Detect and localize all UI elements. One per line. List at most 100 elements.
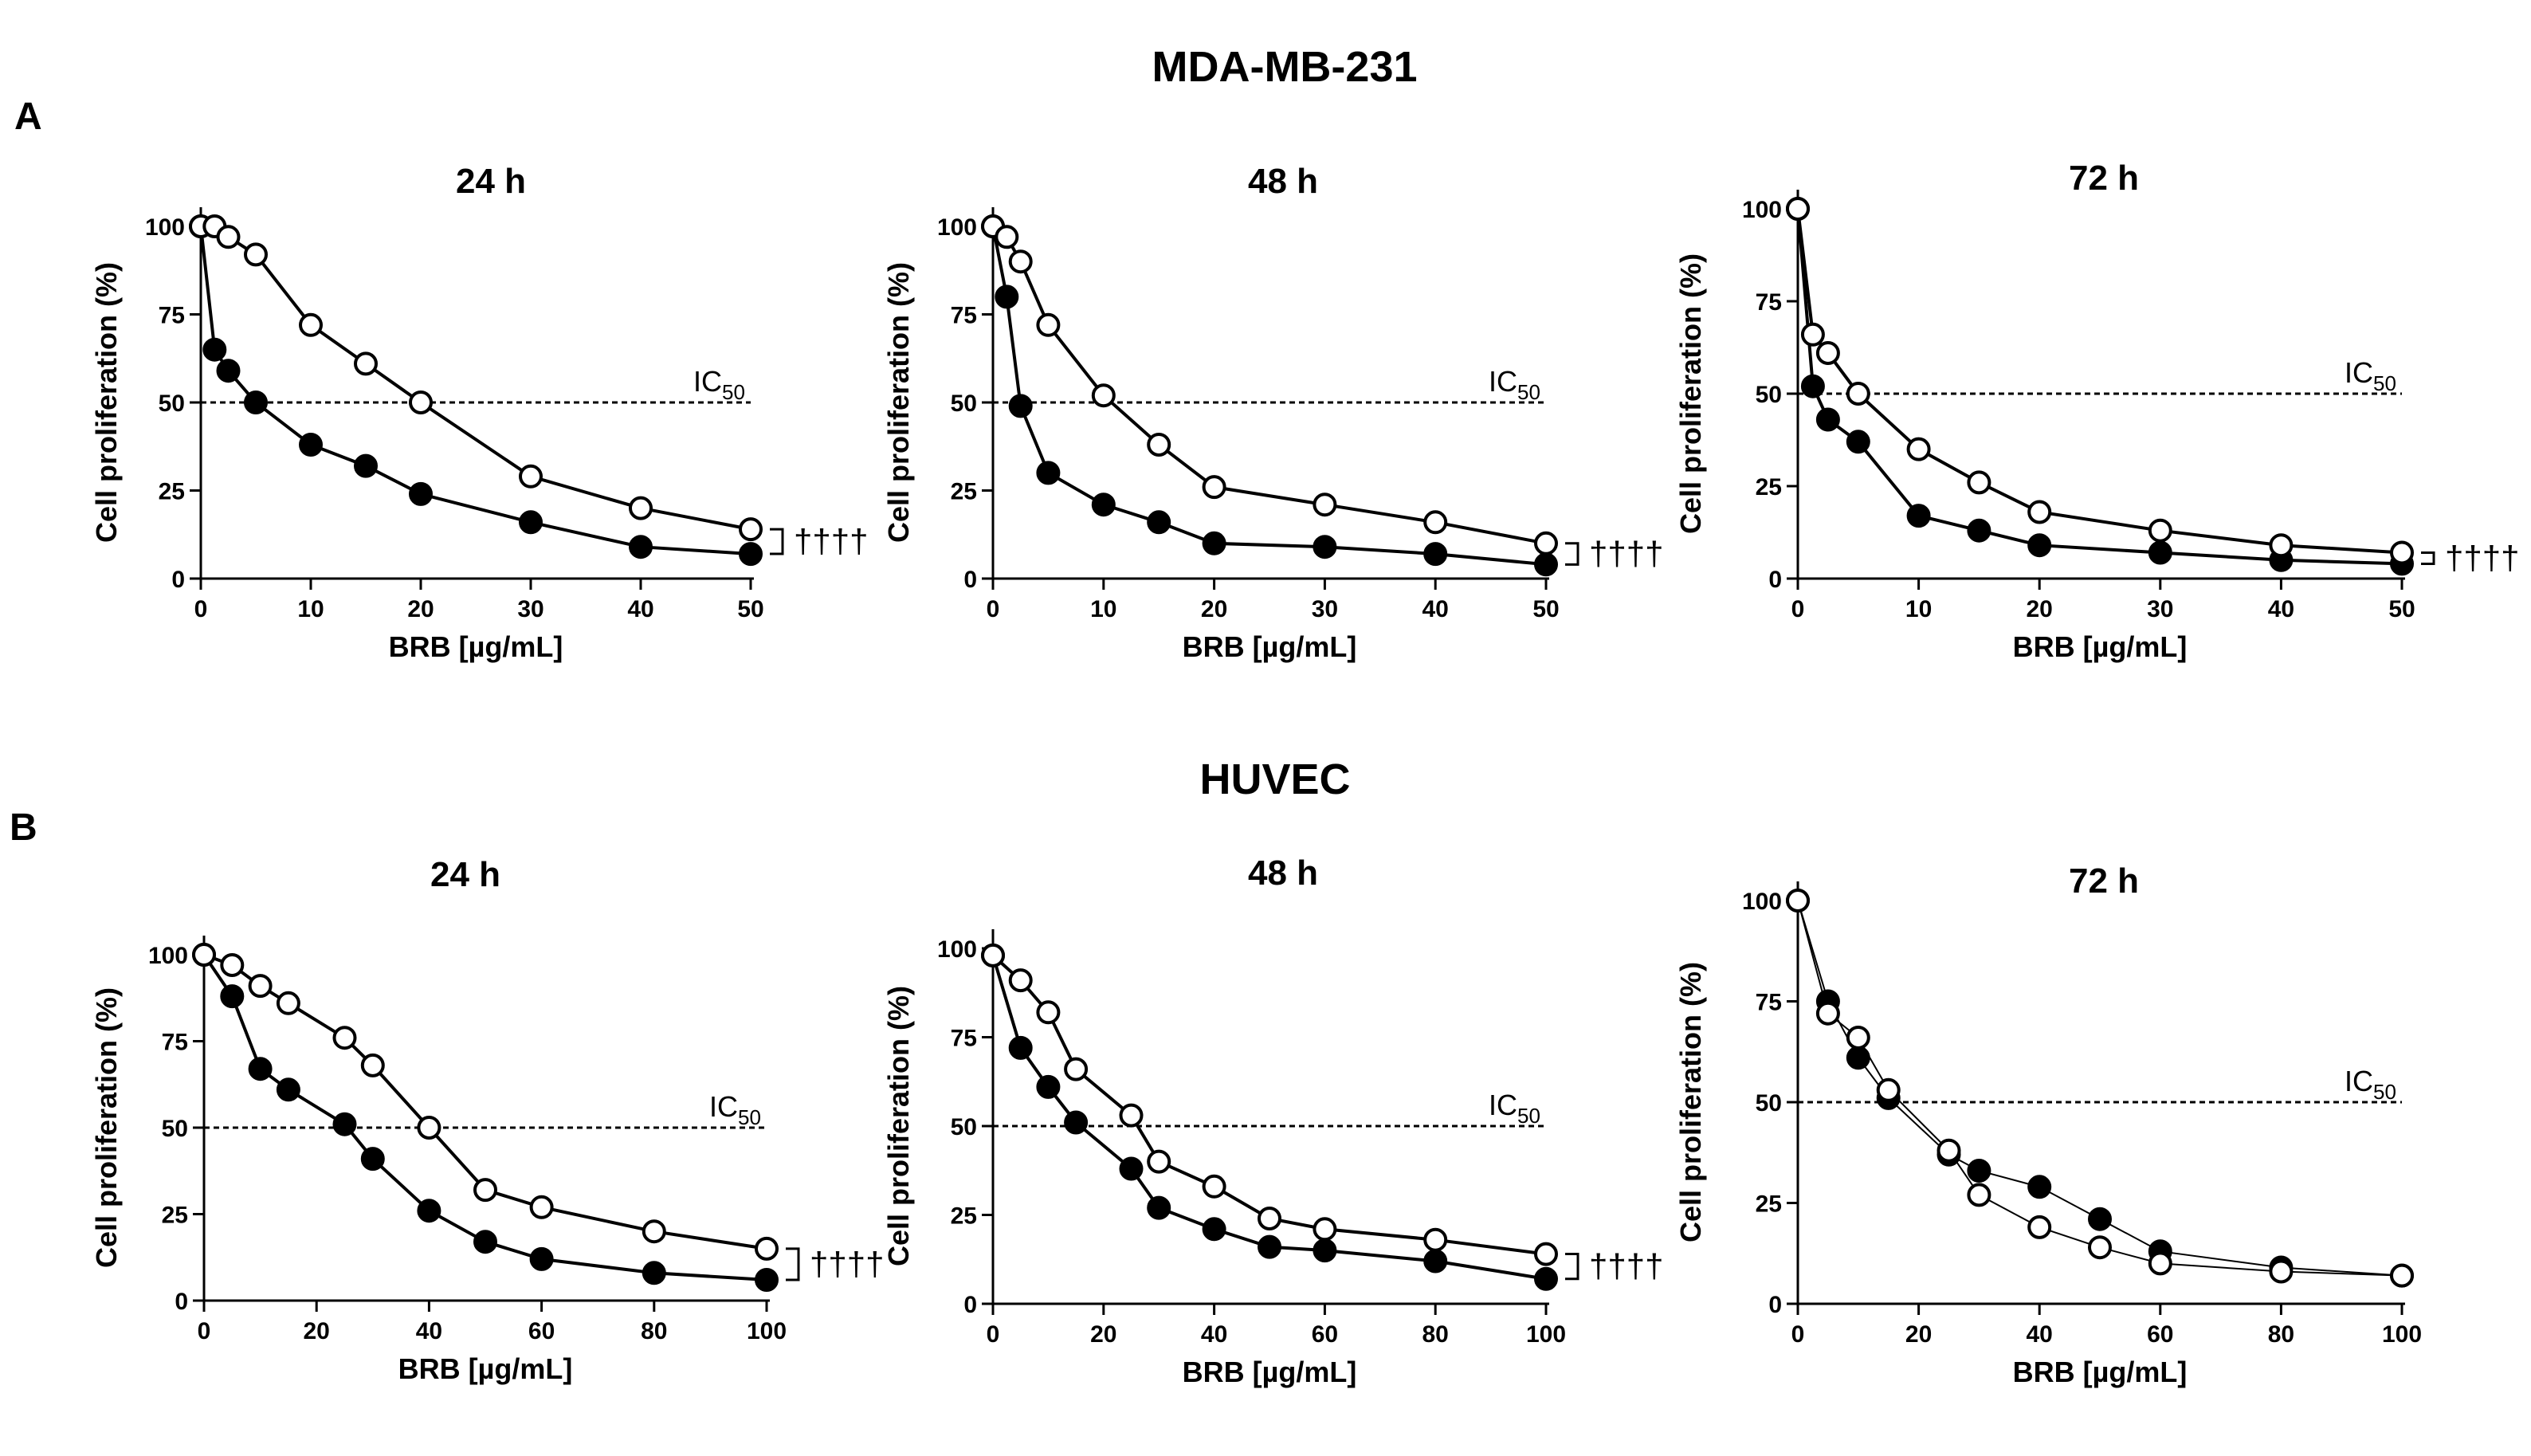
- data-point-open: [332, 1026, 357, 1050]
- chart-title: 24 h: [456, 162, 526, 201]
- data-point-filled: [1800, 374, 1825, 398]
- data-point-open: [2269, 533, 2294, 558]
- data-point-open: [1906, 437, 1931, 461]
- data-point-open: [276, 991, 300, 1015]
- y-axis-label: Cell proliferation (%): [1674, 962, 1707, 1242]
- y-tick-label: 50: [162, 1116, 188, 1142]
- chart-title: 48 h: [1248, 162, 1318, 201]
- data-point-filled: [1534, 1266, 1558, 1291]
- y-tick-label: 75: [1756, 990, 1782, 1016]
- data-point-filled: [995, 285, 1019, 309]
- data-point-open: [1147, 1149, 1171, 1174]
- data-point-filled: [216, 359, 241, 383]
- data-point-open: [1937, 1138, 1961, 1163]
- x-tick-label: 50: [2388, 596, 2415, 622]
- data-point-open: [755, 1236, 779, 1261]
- x-tick-label: 0: [987, 1321, 1000, 1348]
- y-tick-label: 75: [1756, 289, 1782, 316]
- data-point-open: [1786, 889, 1810, 912]
- ic50-label: IC: [2345, 356, 2373, 389]
- x-tick-label: 40: [1422, 596, 1449, 622]
- significance-bracket: [1565, 1253, 1579, 1281]
- data-point-filled: [1846, 430, 1870, 454]
- data-point-open: [354, 351, 378, 376]
- x-tick-label: 100: [747, 1318, 787, 1344]
- data-point-open: [409, 390, 433, 414]
- y-tick-label: 75: [951, 303, 977, 329]
- y-tick-label: 100: [148, 943, 188, 969]
- significance-label: ††††: [2445, 539, 2519, 576]
- data-point-filled: [739, 542, 763, 567]
- x-tick-label: 60: [528, 1318, 555, 1344]
- data-point-open: [1815, 341, 1840, 365]
- ic50-label: IC: [1489, 1089, 1517, 1121]
- data-point-open: [1008, 249, 1033, 274]
- data-point-open: [1036, 312, 1061, 337]
- significance-bracket: [786, 1247, 800, 1281]
- data-point-open: [1534, 1242, 1558, 1266]
- data-point-open: [1876, 1077, 1901, 1102]
- y-tick-label: 50: [159, 390, 185, 417]
- data-point-filled: [519, 510, 543, 535]
- data-point-open: [299, 312, 323, 337]
- x-tick-label: 10: [1090, 596, 1116, 622]
- data-point-filled: [1202, 531, 1226, 555]
- data-point-open: [1534, 531, 1558, 555]
- y-tick-label: 75: [162, 1030, 188, 1056]
- data-point-filled: [354, 453, 378, 478]
- data-point-open: [1800, 322, 1825, 347]
- y-tick-label: 25: [951, 1203, 977, 1230]
- x-tick-label: 30: [517, 596, 543, 622]
- data-point-open: [220, 953, 245, 977]
- series-line: [991, 226, 1547, 567]
- x-tick-label: 100: [2382, 1321, 2422, 1348]
- ic50-label: IC: [1489, 365, 1517, 398]
- data-point-open: [1064, 1057, 1089, 1081]
- y-tick-label: 25: [159, 479, 185, 505]
- x-tick-label: 20: [1201, 596, 1227, 622]
- data-point-open: [1147, 433, 1171, 457]
- data-point-filled: [1036, 461, 1061, 485]
- ic50-subscript: 50: [2373, 1080, 2396, 1104]
- data-point-filled: [1258, 1234, 1281, 1259]
- x-tick-label: 0: [1791, 596, 1805, 622]
- y-axis-label: Cell proliferation (%): [1674, 253, 1707, 534]
- ic50-subscript: 50: [738, 1105, 761, 1129]
- data-point-filled: [299, 433, 323, 457]
- data-point-filled: [1846, 1046, 1870, 1070]
- data-point-open: [1119, 1103, 1144, 1128]
- x-tick-label: 0: [198, 1318, 211, 1344]
- x-axis-label: BRB [µg/mL]: [2013, 630, 2188, 663]
- data-point-open: [192, 943, 216, 967]
- data-point-filled: [473, 1230, 497, 1254]
- data-point-filled: [360, 1147, 385, 1171]
- x-axis-label: BRB [µg/mL]: [398, 1352, 573, 1385]
- ic50-label: IC: [709, 1090, 738, 1123]
- data-point-filled: [1815, 407, 1840, 432]
- data-point-filled: [1036, 1074, 1061, 1099]
- chart-panel: 48 h 0 25 50 75 100 0 20 40 60 80 100 BRB [µg/mL] Cel…: [882, 854, 1663, 1388]
- data-point-open: [417, 1116, 441, 1140]
- x-tick-label: 10: [297, 596, 324, 622]
- data-point-open: [1423, 510, 1448, 535]
- x-tick-label: 0: [1791, 1321, 1805, 1348]
- ic50-subscript: 50: [2373, 371, 2396, 395]
- data-point-filled: [642, 1261, 666, 1285]
- series-line: [201, 225, 751, 532]
- x-tick-label: 30: [2147, 596, 2173, 622]
- y-tick-label: 0: [175, 1289, 188, 1315]
- chart-panel: 72 h 0 25 50 75 100 0 10 20 30 40 50 BRB [µg/mL] Cell…: [1674, 159, 2519, 663]
- panel-a-letter: A: [14, 96, 42, 138]
- y-tick-label: 0: [963, 567, 977, 593]
- data-point-filled: [220, 984, 245, 1009]
- y-axis-label: Cell proliferation (%): [90, 987, 123, 1268]
- data-point-filled: [1967, 1159, 1991, 1183]
- data-point-open: [1202, 475, 1226, 500]
- data-point-filled: [248, 1057, 273, 1081]
- data-point-open: [1313, 1217, 1337, 1242]
- data-point-filled: [529, 1246, 554, 1271]
- data-point-filled: [332, 1112, 357, 1136]
- data-point-open: [244, 242, 268, 267]
- data-point-open: [1967, 470, 1991, 495]
- data-point-open: [1258, 1207, 1281, 1230]
